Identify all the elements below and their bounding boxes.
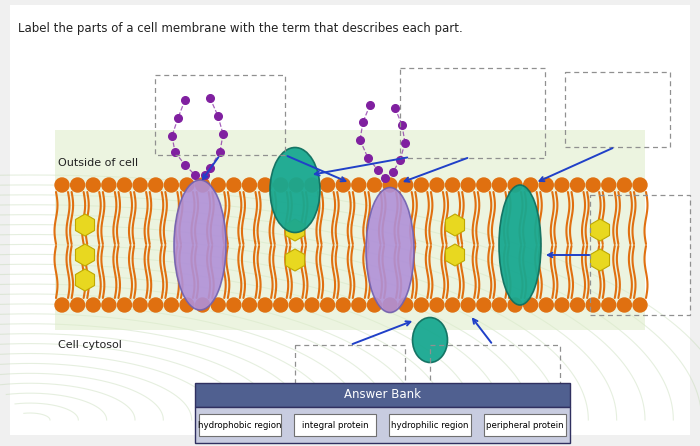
Circle shape bbox=[242, 178, 256, 192]
Circle shape bbox=[164, 298, 178, 312]
Circle shape bbox=[180, 298, 194, 312]
FancyBboxPatch shape bbox=[484, 414, 566, 436]
Circle shape bbox=[118, 298, 132, 312]
Circle shape bbox=[586, 298, 600, 312]
Circle shape bbox=[555, 178, 569, 192]
Circle shape bbox=[368, 298, 382, 312]
Circle shape bbox=[617, 298, 631, 312]
Circle shape bbox=[368, 178, 382, 192]
Circle shape bbox=[430, 298, 444, 312]
Circle shape bbox=[133, 178, 147, 192]
Text: hydrophobic region: hydrophobic region bbox=[198, 421, 281, 429]
Circle shape bbox=[102, 178, 116, 192]
Ellipse shape bbox=[270, 148, 320, 232]
Circle shape bbox=[336, 178, 350, 192]
Circle shape bbox=[399, 298, 413, 312]
Circle shape bbox=[492, 178, 506, 192]
Circle shape bbox=[414, 298, 428, 312]
Circle shape bbox=[383, 178, 397, 192]
Circle shape bbox=[118, 178, 132, 192]
Circle shape bbox=[258, 178, 272, 192]
Circle shape bbox=[399, 178, 413, 192]
Ellipse shape bbox=[412, 318, 447, 363]
Circle shape bbox=[305, 178, 319, 192]
Text: Label the parts of a cell membrane with the term that describes each part.: Label the parts of a cell membrane with … bbox=[18, 22, 463, 35]
Circle shape bbox=[195, 298, 209, 312]
Circle shape bbox=[461, 178, 475, 192]
Circle shape bbox=[305, 298, 319, 312]
Circle shape bbox=[71, 178, 85, 192]
Circle shape bbox=[274, 178, 288, 192]
Circle shape bbox=[148, 178, 162, 192]
Circle shape bbox=[508, 298, 522, 312]
Circle shape bbox=[586, 178, 600, 192]
Circle shape bbox=[289, 178, 303, 192]
Circle shape bbox=[55, 178, 69, 192]
Circle shape bbox=[602, 298, 616, 312]
FancyBboxPatch shape bbox=[389, 414, 471, 436]
Text: peripheral protein: peripheral protein bbox=[486, 421, 564, 429]
Circle shape bbox=[539, 298, 553, 312]
Bar bbox=[195, 383, 570, 407]
Circle shape bbox=[258, 298, 272, 312]
Circle shape bbox=[570, 298, 584, 312]
Circle shape bbox=[383, 298, 397, 312]
Circle shape bbox=[227, 178, 241, 192]
Circle shape bbox=[477, 298, 491, 312]
Ellipse shape bbox=[174, 180, 226, 310]
FancyBboxPatch shape bbox=[199, 414, 281, 436]
Ellipse shape bbox=[499, 185, 541, 305]
Circle shape bbox=[633, 178, 647, 192]
Circle shape bbox=[164, 178, 178, 192]
Circle shape bbox=[445, 178, 459, 192]
Circle shape bbox=[195, 178, 209, 192]
Circle shape bbox=[477, 178, 491, 192]
Circle shape bbox=[86, 178, 100, 192]
Bar bbox=[195, 407, 570, 443]
Circle shape bbox=[617, 178, 631, 192]
FancyBboxPatch shape bbox=[294, 414, 376, 436]
Circle shape bbox=[570, 178, 584, 192]
Circle shape bbox=[524, 298, 538, 312]
Text: Outside of cell: Outside of cell bbox=[58, 158, 138, 168]
Circle shape bbox=[71, 298, 85, 312]
Text: hydrophilic region: hydrophilic region bbox=[391, 421, 469, 429]
Circle shape bbox=[321, 178, 335, 192]
Circle shape bbox=[508, 178, 522, 192]
Circle shape bbox=[227, 298, 241, 312]
Circle shape bbox=[180, 178, 194, 192]
Circle shape bbox=[414, 178, 428, 192]
Circle shape bbox=[539, 178, 553, 192]
Circle shape bbox=[555, 298, 569, 312]
Circle shape bbox=[430, 178, 444, 192]
Circle shape bbox=[274, 298, 288, 312]
Text: Cell cytosol: Cell cytosol bbox=[58, 340, 122, 350]
Circle shape bbox=[148, 298, 162, 312]
Circle shape bbox=[289, 298, 303, 312]
Circle shape bbox=[352, 178, 366, 192]
Bar bbox=[55, 130, 645, 330]
Circle shape bbox=[211, 178, 225, 192]
Circle shape bbox=[133, 298, 147, 312]
Text: integral protein: integral protein bbox=[302, 421, 368, 429]
Circle shape bbox=[602, 178, 616, 192]
Circle shape bbox=[321, 298, 335, 312]
Circle shape bbox=[55, 298, 69, 312]
Circle shape bbox=[633, 298, 647, 312]
Circle shape bbox=[336, 298, 350, 312]
Text: Answer Bank: Answer Bank bbox=[344, 388, 421, 401]
Circle shape bbox=[524, 178, 538, 192]
Circle shape bbox=[352, 298, 366, 312]
Circle shape bbox=[242, 298, 256, 312]
Circle shape bbox=[492, 298, 506, 312]
Circle shape bbox=[445, 298, 459, 312]
Circle shape bbox=[461, 298, 475, 312]
Circle shape bbox=[211, 298, 225, 312]
Circle shape bbox=[102, 298, 116, 312]
Ellipse shape bbox=[366, 187, 414, 313]
Circle shape bbox=[86, 298, 100, 312]
